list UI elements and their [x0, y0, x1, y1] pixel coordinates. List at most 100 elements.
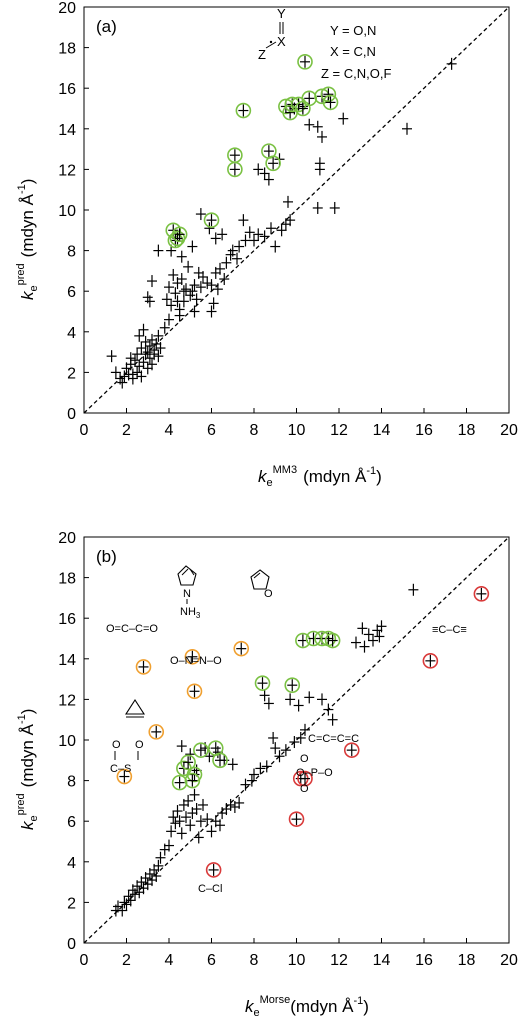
- x-tick-label: 2: [122, 422, 131, 439]
- data-point: [106, 350, 117, 363]
- y-label-superscript: pred: [15, 793, 27, 815]
- data-point: [191, 803, 202, 816]
- pyrrolium-structure: N NH3: [177, 565, 201, 620]
- ring-oxygen-label: O: [264, 588, 273, 600]
- data-point: [168, 811, 179, 824]
- ring-nitrogen-label: N: [183, 588, 191, 600]
- green-circled-point: [171, 226, 188, 243]
- data-point: [125, 894, 136, 907]
- data-point: [189, 305, 200, 318]
- data-point: [187, 240, 198, 253]
- orange-circled-point: [148, 724, 165, 740]
- data-point: [161, 293, 172, 306]
- data-point: [153, 859, 164, 872]
- green-circled-point: [322, 94, 339, 111]
- x-tick-label: 6: [207, 422, 216, 439]
- data-point: [187, 285, 198, 298]
- x-label-subscript: e: [254, 1007, 260, 1019]
- y-label-unit-exponent: -1: [16, 184, 28, 194]
- data-point: [253, 163, 264, 176]
- y-tick-label: 2: [67, 365, 76, 382]
- chart-panel-a: 0 2 4 6 8 10 12 14 16 18 20 0 2 4 6 8 10 12 14 16 18 20 (a) Y…: [15, 0, 518, 489]
- data-point: [153, 329, 164, 342]
- y-tick-label: 0: [67, 406, 76, 423]
- x-label-symbol: k: [245, 997, 255, 1016]
- data-point: [181, 811, 191, 824]
- data-point: [402, 122, 412, 135]
- data-point: [259, 689, 270, 702]
- data-point: [138, 323, 149, 336]
- red-circled-point: [422, 653, 439, 669]
- data-point: [357, 622, 368, 635]
- x-tick-label: 16: [415, 952, 433, 969]
- data-point: [164, 281, 174, 294]
- data-point: [304, 691, 315, 704]
- data-point: [312, 201, 323, 214]
- green-circled-point: [265, 155, 281, 172]
- data-point: [210, 232, 221, 245]
- y-label-subscript: e: [28, 285, 40, 291]
- data-point: [280, 744, 291, 757]
- data-point: [285, 214, 296, 227]
- y-axis-label: kepred (mdyn Å-1): [15, 179, 40, 300]
- data-point: [151, 870, 162, 883]
- cs-oxygen-right: O: [135, 739, 144, 751]
- data-point: [289, 736, 300, 749]
- data-point: [234, 240, 245, 253]
- x-label-unit: (mdyn Å: [290, 997, 354, 1016]
- data-point: [195, 208, 206, 221]
- data-point: [202, 277, 213, 290]
- diyne-label: ≡C–C≡: [432, 624, 467, 636]
- data-point: [312, 120, 323, 133]
- orange-circled-point: [233, 640, 250, 657]
- structure-x-label: X: [277, 34, 286, 49]
- red-circled-point: [288, 811, 305, 827]
- green-circled-point: [193, 742, 209, 758]
- y-tick-label: 18: [58, 571, 76, 588]
- green-circled-point: [227, 161, 243, 178]
- data-point: [132, 348, 143, 361]
- structure-y-label: Y: [277, 6, 286, 21]
- glyoxal-label: O=C–C=O: [106, 623, 158, 635]
- cs-oxygen-left: O: [112, 739, 121, 751]
- ring-double-bond: [181, 568, 189, 576]
- ccl-label: C–Cl: [198, 883, 222, 895]
- red-circled-point: [473, 586, 490, 602]
- data-point: [232, 252, 242, 265]
- data-point: [253, 228, 264, 241]
- data-point: [174, 309, 185, 322]
- data-point: [329, 201, 340, 214]
- data-point: [164, 839, 174, 852]
- green-circled-point: [227, 147, 243, 163]
- data-point: [227, 758, 238, 771]
- data-point: [249, 768, 259, 781]
- y-tick-label: 6: [67, 284, 76, 301]
- green-circled-point: [212, 752, 228, 769]
- data-point: [221, 256, 232, 269]
- y-tick-label: 8: [67, 774, 76, 791]
- data-point: [155, 342, 166, 355]
- data-point: [202, 813, 213, 826]
- nh3-text: NH: [180, 606, 196, 618]
- data-point: [283, 195, 293, 208]
- y-tick-label: 6: [67, 814, 76, 831]
- triangle-ring-icon: [124, 698, 146, 715]
- data-point: [263, 697, 274, 710]
- y-tick-label: 16: [58, 611, 76, 628]
- data-point: [138, 356, 149, 369]
- legend-line-x: X = C,N: [330, 44, 376, 59]
- data-point: [191, 293, 202, 306]
- cumulene-label: C=C=C=C: [308, 733, 359, 745]
- data-point: [198, 270, 208, 283]
- structure-annotation: Y X Z: [258, 6, 286, 62]
- x-label-superscript: Morse: [260, 994, 291, 1006]
- data-point: [274, 750, 285, 763]
- data-point: [176, 740, 187, 753]
- orange-circled-point: [186, 683, 203, 700]
- x-tick-label: 16: [415, 422, 433, 439]
- data-point: [314, 163, 325, 176]
- green-circled-point: [295, 100, 311, 117]
- data-point: [266, 222, 276, 235]
- data-point: [351, 636, 361, 649]
- x-tick-label: 0: [80, 422, 89, 439]
